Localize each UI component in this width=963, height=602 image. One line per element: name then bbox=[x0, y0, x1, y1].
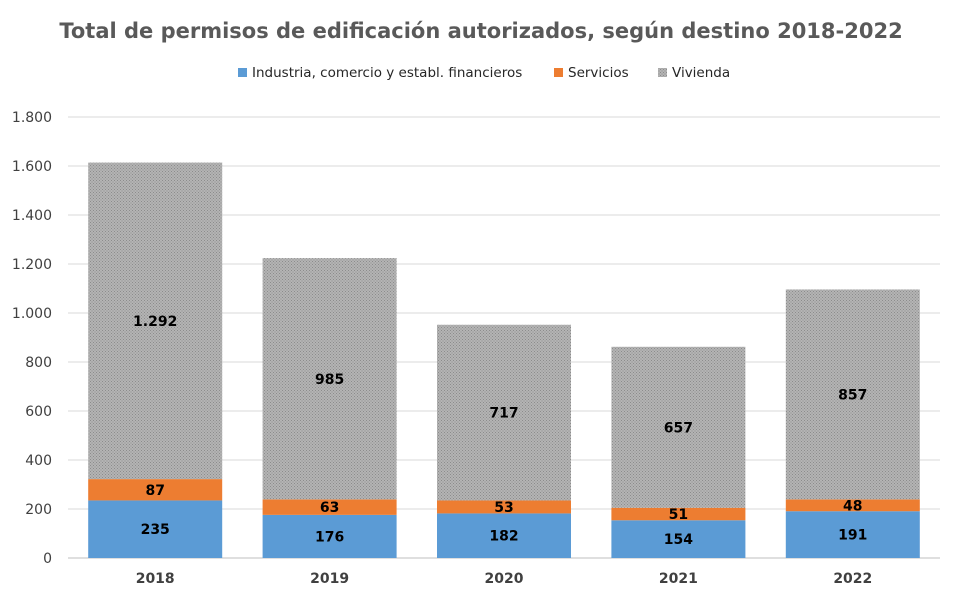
x-tick-label: 2018 bbox=[136, 571, 175, 587]
data-label: 176 bbox=[315, 529, 344, 545]
x-tick-label: 2022 bbox=[833, 571, 872, 587]
x-axis: 2018 2019 2020 2021 2022 bbox=[136, 571, 873, 587]
y-tick-label: 800 bbox=[25, 355, 52, 371]
data-label: 985 bbox=[315, 372, 344, 388]
data-label: 48 bbox=[843, 498, 862, 514]
legend: Industria, comercio y establ. financiero… bbox=[238, 65, 730, 81]
data-label: 235 bbox=[141, 522, 170, 538]
y-tick-label: 400 bbox=[25, 453, 52, 469]
chart-title: Total de permisos de edificación autoriz… bbox=[59, 19, 902, 43]
y-tick-label: 1.400 bbox=[12, 208, 52, 224]
data-label: 154 bbox=[664, 532, 693, 548]
bar-segment-industria bbox=[262, 514, 397, 558]
data-label: 717 bbox=[489, 406, 518, 422]
data-label: 87 bbox=[145, 483, 164, 499]
bar-segment-industria bbox=[88, 500, 223, 558]
x-tick-label: 2020 bbox=[485, 571, 524, 587]
bar-segment-industria bbox=[437, 513, 571, 558]
data-label: 63 bbox=[320, 500, 339, 516]
legend-label: Industria, comercio y establ. financiero… bbox=[252, 65, 522, 81]
legend-label: Servicios bbox=[568, 65, 629, 81]
bar-segment-servicios bbox=[611, 507, 746, 521]
bar-segment-servicios bbox=[437, 500, 571, 514]
legend-label: Vivienda bbox=[672, 65, 730, 81]
bar-segment-servicios bbox=[88, 479, 223, 501]
bar-segment-vivienda bbox=[611, 346, 746, 508]
bars: 235 87 1.292 176 63 985 182 53 717 154 51 657 191 48 8… bbox=[88, 162, 920, 558]
data-label: 53 bbox=[494, 500, 513, 516]
y-tick-label: 0 bbox=[43, 551, 52, 567]
data-label: 51 bbox=[669, 507, 688, 523]
data-label: 657 bbox=[664, 420, 693, 436]
bar-segment-vivienda bbox=[262, 258, 397, 500]
y-tick-label: 1.200 bbox=[12, 257, 52, 273]
bar-segment-vivienda bbox=[785, 289, 920, 500]
x-tick-label: 2021 bbox=[659, 571, 698, 587]
legend-swatch bbox=[238, 68, 247, 77]
bar-segment-industria bbox=[785, 511, 920, 558]
bar-segment-servicios bbox=[262, 499, 397, 515]
bar-segment-servicios bbox=[785, 499, 920, 512]
bar-segment-industria bbox=[611, 520, 746, 558]
y-tick-label: 1.800 bbox=[12, 110, 52, 126]
data-label: 857 bbox=[838, 387, 867, 403]
legend-swatch bbox=[554, 68, 563, 77]
y-tick-label: 1.000 bbox=[12, 306, 52, 322]
y-tick-label: 200 bbox=[25, 502, 52, 518]
data-label: 182 bbox=[489, 529, 518, 545]
data-label: 191 bbox=[838, 528, 867, 544]
x-tick-label: 2019 bbox=[310, 571, 349, 587]
y-axis: 0 200 400 600 800 1.000 1.200 1.400 1.600 1.800 bbox=[12, 110, 52, 567]
bar-segment-vivienda bbox=[437, 324, 571, 501]
y-tick-label: 1.600 bbox=[12, 159, 52, 175]
bar-segment-vivienda bbox=[88, 162, 223, 480]
legend-swatch bbox=[658, 68, 667, 77]
y-tick-label: 600 bbox=[25, 404, 52, 420]
data-label: 1.292 bbox=[133, 314, 177, 330]
